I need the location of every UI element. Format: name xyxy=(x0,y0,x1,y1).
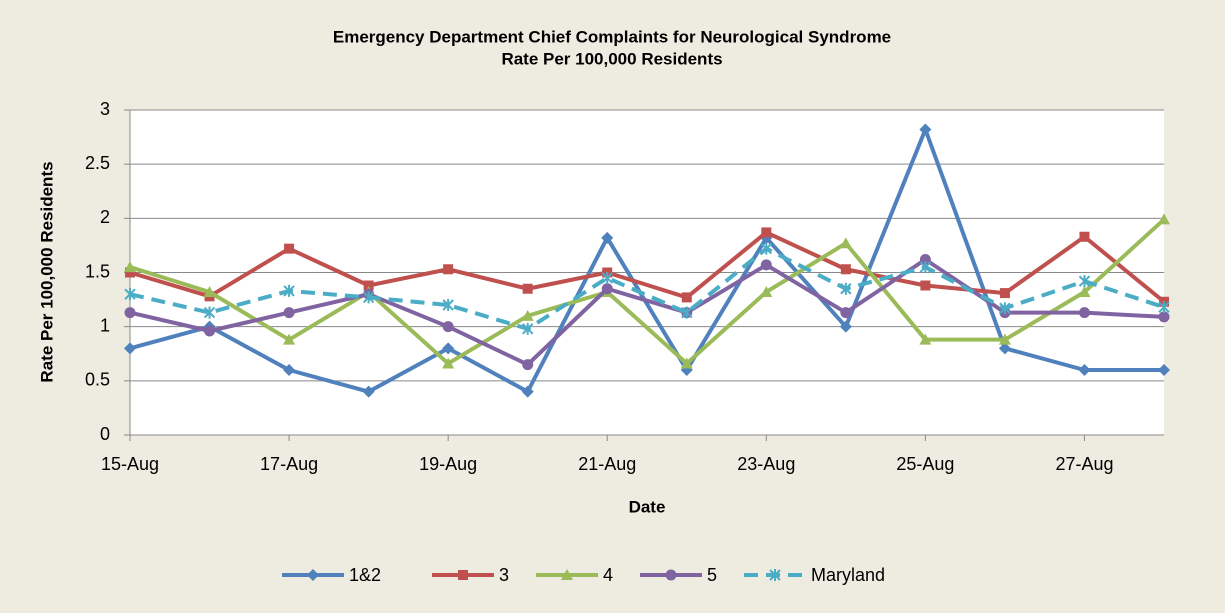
data-point xyxy=(362,291,375,304)
legend-label: 4 xyxy=(603,565,613,585)
data-point xyxy=(521,322,534,335)
data-point xyxy=(283,333,296,345)
data-point xyxy=(124,261,136,273)
y-tick-label: 1 xyxy=(100,315,110,335)
x-axis-title: Date xyxy=(629,497,666,516)
data-point xyxy=(761,227,772,238)
data-point xyxy=(521,385,534,398)
y-tick-label: 3 xyxy=(100,99,110,119)
x-tick-label: 27-Aug xyxy=(1055,454,1113,474)
data-point xyxy=(840,307,852,319)
y-tick-label: 1.5 xyxy=(85,261,110,281)
legend-label: 1&2 xyxy=(349,565,381,585)
data-point xyxy=(760,259,772,271)
legend-marker xyxy=(769,569,781,581)
data-point xyxy=(999,302,1011,315)
x-tick-label: 17-Aug xyxy=(260,454,318,474)
y-tick-label: 0 xyxy=(100,424,110,444)
data-point xyxy=(442,321,454,333)
data-point xyxy=(1078,364,1091,376)
legend-label: 5 xyxy=(707,565,717,585)
x-tick-label: 21-Aug xyxy=(578,454,636,474)
data-point xyxy=(999,288,1010,299)
data-point xyxy=(920,280,931,291)
data-point xyxy=(681,292,692,303)
series-line xyxy=(129,246,1165,331)
data-point xyxy=(601,271,613,284)
y-axis-title: Rate Per 100,000 Residents xyxy=(37,161,56,382)
legend-marker xyxy=(307,569,319,581)
data-point xyxy=(840,264,851,275)
data-point xyxy=(124,342,136,355)
legend-label: 3 xyxy=(499,565,509,585)
legend-marker xyxy=(665,569,677,581)
data-point xyxy=(840,282,852,295)
data-point xyxy=(522,283,533,294)
data-point xyxy=(1078,286,1091,297)
chart-title: Emergency Department Chief Complaints fo… xyxy=(333,27,891,46)
data-point xyxy=(839,320,852,333)
data-point xyxy=(125,267,135,278)
y-tick-label: 2 xyxy=(100,207,110,227)
chart-subtitle: Rate Per 100,000 Residents xyxy=(501,49,722,68)
data-point xyxy=(601,231,614,244)
data-point xyxy=(124,288,136,301)
legend-label: Maryland xyxy=(811,565,885,585)
x-tick-label: 15-Aug xyxy=(101,454,159,474)
data-point xyxy=(919,123,932,136)
data-point xyxy=(522,359,534,371)
data-point xyxy=(998,333,1011,345)
data-point xyxy=(681,306,693,319)
data-point xyxy=(442,299,454,311)
data-point xyxy=(521,309,534,321)
data-point xyxy=(283,284,295,297)
y-tick-label: 2.5 xyxy=(85,153,110,173)
x-tick-label: 25-Aug xyxy=(896,454,954,474)
data-point xyxy=(204,325,216,337)
data-point xyxy=(839,237,852,249)
data-point xyxy=(601,283,613,295)
data-point xyxy=(919,261,932,274)
data-point xyxy=(1158,213,1170,225)
data-point xyxy=(1078,275,1091,288)
x-tick-label: 23-Aug xyxy=(737,454,795,474)
data-point xyxy=(284,243,295,254)
data-point xyxy=(203,286,216,297)
data-point xyxy=(1158,364,1170,376)
data-point xyxy=(998,342,1011,355)
data-point xyxy=(919,254,931,265)
legend-marker xyxy=(458,570,468,580)
data-point xyxy=(442,342,455,355)
series-line xyxy=(129,230,1166,304)
data-point xyxy=(1079,231,1090,242)
data-point xyxy=(203,306,216,319)
data-point xyxy=(283,364,296,376)
series-line xyxy=(129,257,1165,367)
data-point xyxy=(1158,301,1170,314)
data-point xyxy=(1158,311,1170,323)
data-point xyxy=(760,242,773,255)
data-point xyxy=(442,357,455,369)
data-point xyxy=(283,307,295,319)
data-point xyxy=(680,357,693,369)
data-point xyxy=(443,264,454,275)
x-tick-label: 19-Aug xyxy=(419,454,477,474)
data-point xyxy=(124,307,136,319)
data-point xyxy=(1078,307,1090,319)
data-point xyxy=(363,280,374,291)
legend-marker xyxy=(561,569,573,580)
series-line xyxy=(129,127,1164,394)
data-point xyxy=(760,286,773,297)
y-tick-label: 0.5 xyxy=(85,370,110,390)
data-point xyxy=(362,385,375,398)
data-point xyxy=(919,333,932,345)
series-line xyxy=(129,217,1166,366)
